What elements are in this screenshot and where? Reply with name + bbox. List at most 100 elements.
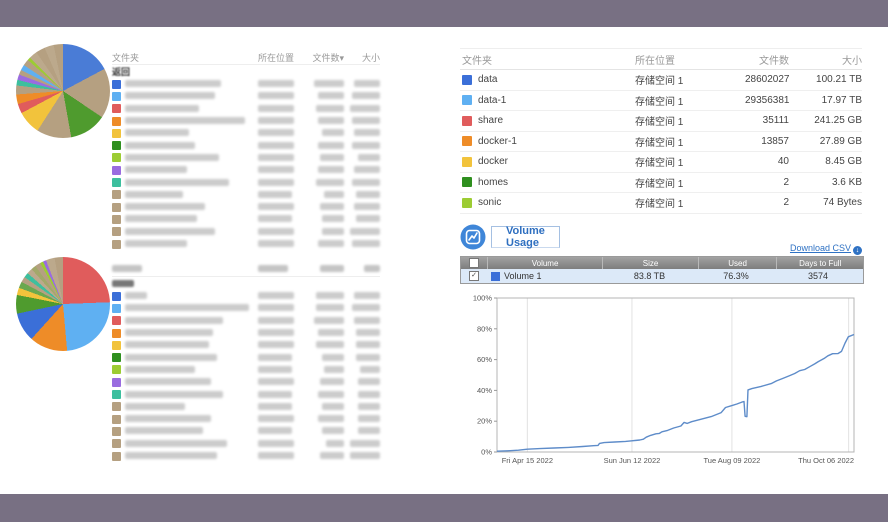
header-size[interactable]: 大小 (842, 55, 862, 67)
header-count[interactable]: 文件数 (759, 55, 789, 67)
redacted-folder-row[interactable] (112, 139, 380, 151)
folder-table-header: 文件夹 所在位置 文件数 大小 (460, 48, 862, 70)
redacted-folder-row[interactable] (112, 213, 380, 225)
redacted-location (258, 329, 294, 337)
redacted-count (324, 190, 344, 198)
redacted-folder-row[interactable] (112, 302, 380, 314)
redacted-folder-row[interactable] (112, 127, 380, 139)
redacted-folder-row[interactable] (112, 90, 380, 102)
folder-size: 74 Bytes (823, 197, 862, 209)
redacted-folder-row[interactable] (112, 78, 380, 90)
folder-color-chip (112, 390, 121, 400)
redacted-size (356, 329, 380, 337)
download-icon[interactable]: ↓ (853, 246, 862, 255)
folder-color-chip (112, 214, 121, 224)
redacted-location (258, 390, 292, 398)
redacted-size (354, 203, 380, 211)
header-days-to-full[interactable]: Days to Full (776, 257, 863, 269)
redacted-header-size (364, 265, 380, 272)
table-header: 文件夹 所在位置 文件数▾ 大小 (112, 50, 380, 65)
header-size[interactable]: 大小 (361, 52, 380, 63)
folder-location: 存储空间 1 (635, 178, 684, 190)
header-folder[interactable]: 文件夹 (112, 52, 140, 63)
redacted-folder-row[interactable] (112, 327, 380, 339)
redacted-folder-table-1: 文件夹 所在位置 文件数▾ 大小 返回 (112, 50, 380, 250)
redacted-count (322, 402, 344, 410)
redacted-size (358, 427, 380, 435)
folder-count: 40 (777, 156, 789, 168)
header-volume[interactable]: Volume (486, 257, 602, 269)
redacted-folder-name (125, 141, 195, 149)
redacted-folder-row[interactable] (112, 238, 380, 250)
volume-checkbox[interactable]: ✓ (469, 271, 479, 281)
redacted-location (258, 378, 294, 386)
svg-text:60%: 60% (477, 355, 492, 364)
redacted-folder-row[interactable] (112, 339, 380, 351)
select-all-checkbox[interactable] (468, 258, 479, 268)
redacted-folder-row[interactable] (112, 152, 380, 164)
folder-name: data (478, 74, 498, 86)
folder-row[interactable]: sonic 存储空间 1 2 74 Bytes (460, 193, 862, 214)
redacted-folder-row[interactable] (112, 315, 380, 327)
redacted-count (318, 92, 344, 100)
redacted-folder-row[interactable] (112, 376, 380, 388)
folder-size: 27.89 GB (819, 135, 862, 147)
header-used[interactable]: Used (697, 257, 777, 269)
redacted-header-count (320, 265, 344, 272)
report-page: 文件夹 所在位置 文件数▾ 大小 返回 (0, 27, 888, 494)
redacted-folder-row[interactable] (112, 388, 380, 400)
download-csv-row: Download CSV ↓ (640, 243, 862, 255)
redacted-folder-row[interactable] (112, 413, 380, 425)
redacted-folder-row[interactable] (112, 364, 380, 376)
folder-row[interactable]: docker-1 存储空间 1 13857 27.89 GB (460, 132, 862, 152)
redacted-folder-row[interactable] (112, 290, 380, 302)
redacted-folder-row[interactable] (112, 201, 380, 213)
redacted-folder-name (125, 353, 217, 361)
redacted-folder-row[interactable] (112, 103, 380, 115)
folder-row[interactable]: share 存储空间 1 35111 241.25 GB (460, 111, 862, 132)
header-folder[interactable]: 文件夹 (462, 55, 492, 67)
header-size[interactable]: Size (602, 257, 698, 269)
folder-row[interactable]: homes 存储空间 1 2 3.6 KB (460, 173, 862, 193)
redacted-location (258, 304, 294, 312)
redacted-folder-name (125, 292, 147, 300)
folder-row[interactable]: data-1 存储空间 1 29356381 17.97 TB (460, 91, 862, 111)
redacted-folder-row[interactable] (112, 425, 380, 437)
folder-color-chip (462, 197, 472, 208)
redacted-folder-row[interactable] (112, 189, 380, 201)
back-link[interactable]: 返回 (112, 67, 131, 77)
folder-color-chip (112, 291, 121, 301)
folder-location: 存储空间 1 (635, 117, 684, 129)
folder-row[interactable]: data 存储空间 1 28602027 100.21 TB (460, 70, 862, 91)
header-location[interactable]: 所在位置 (258, 52, 295, 63)
header-location[interactable]: 所在位置 (635, 55, 675, 67)
redacted-folder-row[interactable] (112, 438, 380, 450)
download-csv-link[interactable]: Download CSV (789, 243, 851, 253)
redacted-folder-row[interactable] (112, 115, 380, 127)
folder-color-chip (462, 136, 472, 147)
redacted-folder-row[interactable] (112, 226, 380, 238)
redacted-folder-row[interactable] (112, 351, 380, 363)
redacted-folder-row[interactable] (112, 176, 380, 188)
folder-color-chip (112, 79, 121, 89)
volume-name: Volume 1 (504, 271, 542, 281)
folder-color-chip (112, 414, 121, 424)
redacted-size (358, 402, 380, 410)
redacted-folder-row[interactable] (112, 401, 380, 413)
folder-location: 存储空间 1 (635, 96, 684, 108)
volume-table-header: Volume Size Used Days to Full (461, 257, 863, 269)
volume-row[interactable]: ✓ Volume 1 83.8 TB 76.3% 3574 (461, 269, 863, 283)
folder-row[interactable]: docker 存储空间 1 40 8.45 GB (460, 152, 862, 173)
redacted-folder-row[interactable] (112, 164, 380, 176)
redacted-folder-row[interactable] (112, 450, 380, 462)
header-count-sorted[interactable]: 文件数▾ (312, 52, 344, 63)
redacted-size (350, 452, 380, 459)
folder-name: docker (478, 156, 509, 168)
redacted-size (354, 316, 380, 324)
redacted-header-location (258, 265, 288, 272)
pie-chart-bottom (16, 257, 110, 351)
folder-color-chip (112, 439, 121, 449)
redacted-back-link[interactable] (112, 280, 134, 287)
redacted-location (258, 80, 294, 88)
line-chart-icon (460, 224, 486, 250)
